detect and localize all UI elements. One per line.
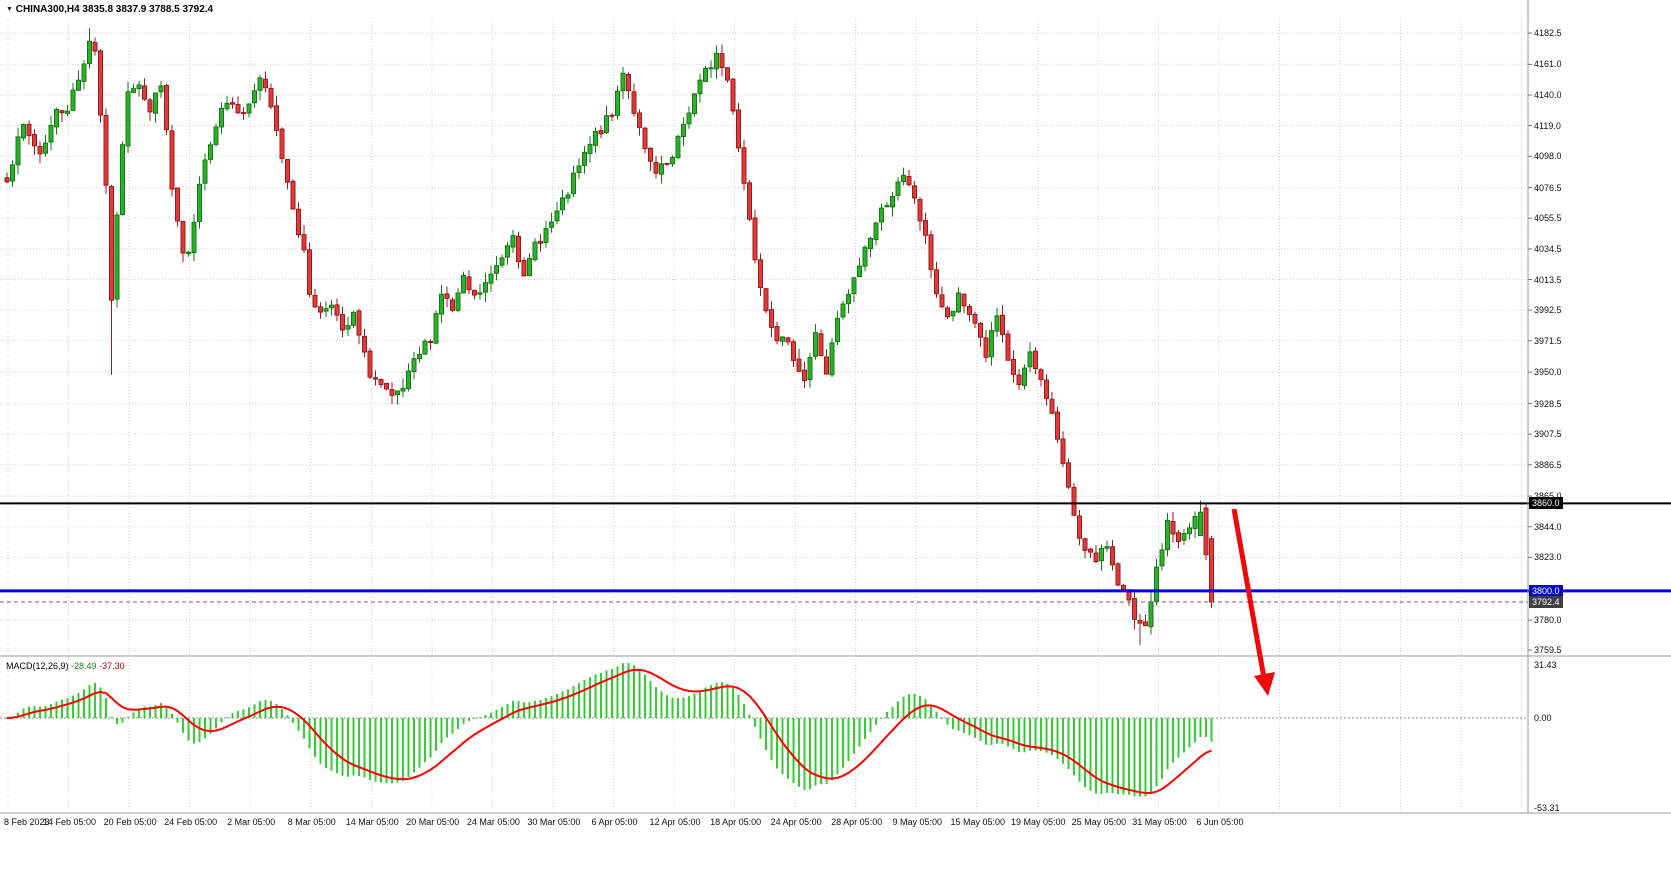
price-tick-label: 3886.5 xyxy=(1534,459,1562,470)
price-line-tag: 3792.4 xyxy=(1529,596,1563,608)
price-tick-label: 3823.0 xyxy=(1534,552,1562,563)
time-tick-label: 19 May 05:00 xyxy=(1011,817,1066,827)
price-tick-label: 3759.5 xyxy=(1534,645,1562,655)
time-tick-label: 24 Apr 05:00 xyxy=(770,817,822,827)
price-tick-label: 3971.5 xyxy=(1534,335,1562,346)
macd-axis-label: 0.00 xyxy=(1534,713,1552,723)
time-tick-label: 20 Feb 05:00 xyxy=(103,817,157,827)
price-tick-label: 4119.0 xyxy=(1534,120,1561,131)
price-tick-label: 4076.5 xyxy=(1534,182,1562,193)
price-tick-label: 3844.0 xyxy=(1534,521,1562,532)
time-tick-label: 31 May 05:00 xyxy=(1132,817,1187,827)
time-tick-label: 18 Apr 05:00 xyxy=(710,817,762,827)
price-tick-label: 4161.0 xyxy=(1534,59,1562,70)
time-tick-label: 6 Jun 05:00 xyxy=(1196,817,1244,827)
price-tick-label: 3950.0 xyxy=(1534,367,1562,378)
macd-signal-value: -37.30 xyxy=(99,661,125,671)
price-tick-label: 3865.0 xyxy=(1534,491,1562,502)
time-tick-label: 30 Mar 05:00 xyxy=(527,817,581,827)
time-tick-label: 24 Mar 05:00 xyxy=(466,817,520,827)
time-tick-label: 14 Mar 05:00 xyxy=(345,817,399,827)
price-tick-label: 4098.0 xyxy=(1534,151,1562,162)
macd-name: MACD(12,26,9) xyxy=(6,661,69,671)
time-tick-label: 8 Mar 05:00 xyxy=(287,817,336,827)
price-tick-label: 4182.5 xyxy=(1534,28,1562,38)
price-tick-label: 3992.5 xyxy=(1534,305,1562,316)
time-tick-label: 9 May 05:00 xyxy=(892,817,943,827)
time-tick-label: 2 Mar 05:00 xyxy=(227,817,276,827)
symbol-period-label: CHINA300,H4 xyxy=(15,4,80,15)
time-tick-label: 15 May 05:00 xyxy=(950,817,1006,827)
macd-axis-label: -53.31 xyxy=(1534,803,1560,814)
price-tick-label: 4140.0 xyxy=(1534,90,1562,100)
price-tick-label: 4013.5 xyxy=(1534,274,1562,285)
price-tick-label: 4055.5 xyxy=(1534,213,1562,224)
chart-marker-icon: ▼ xyxy=(6,6,13,13)
price-line-tag: 3800.0 xyxy=(1529,584,1563,597)
time-tick-label: 14 Feb 05:00 xyxy=(42,817,97,827)
time-tick-label: 6 Apr 05:00 xyxy=(591,817,638,827)
price-tick-label: 3907.5 xyxy=(1534,429,1562,440)
time-tick-label: 25 May 05:00 xyxy=(1071,817,1127,827)
macd-indicator-label: MACD(12,26,9) -28.49 -37.30 xyxy=(6,661,125,671)
macd-main-value: -28.49 xyxy=(71,661,97,671)
macd-axis-label: 31.43 xyxy=(1534,659,1557,670)
price-tick-label: 3928.5 xyxy=(1534,398,1562,409)
symbol-title: ▼ CHINA300,H4 3835.8 3837.9 3788.5 3792.… xyxy=(6,4,213,15)
time-tick-label: 20 Mar 05:00 xyxy=(406,817,460,827)
time-tick-label: 12 Apr 05:00 xyxy=(649,817,701,827)
time-tick-label: 28 Apr 05:00 xyxy=(831,817,883,827)
time-tick-label: 8 Feb 2023 xyxy=(4,817,50,827)
time-tick-label: 24 Feb 05:00 xyxy=(164,817,218,827)
ohlc-values: 3835.8 3837.9 3788.5 3792.4 xyxy=(82,4,214,15)
price-tick-label: 4034.5 xyxy=(1534,243,1562,254)
price-line-tag: 3860.0 xyxy=(1529,497,1563,510)
price-tick-label: 3780.0 xyxy=(1534,615,1562,626)
